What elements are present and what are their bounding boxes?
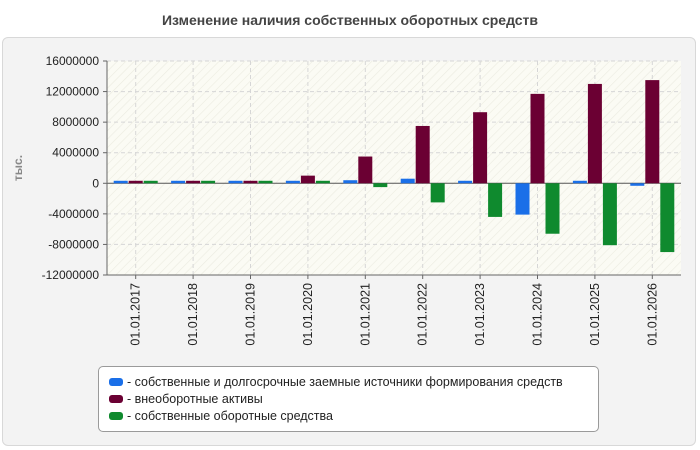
- bar: [572, 180, 587, 184]
- y-tick-label: -8000000: [48, 237, 99, 251]
- x-tick-label: 01.01.2026: [645, 283, 659, 346]
- bar: [128, 180, 143, 184]
- bar: [143, 180, 158, 184]
- bar: [545, 183, 560, 234]
- legend-swatch: [109, 411, 123, 420]
- legend-swatch: [109, 394, 123, 403]
- bar: [228, 180, 243, 184]
- bar: [430, 183, 445, 203]
- x-tick-label: 01.01.2019: [244, 283, 258, 346]
- bar: [300, 175, 315, 184]
- y-tick-label: 8000000: [52, 115, 99, 129]
- bar: [373, 183, 388, 188]
- x-tick-label: 01.01.2018: [186, 283, 200, 346]
- y-tick-label: 16000000: [46, 54, 100, 68]
- legend-item-noncurrent-assets: - внеоборотные активы: [109, 390, 588, 407]
- chart-title: Изменение наличия собственных оборотных …: [161, 12, 539, 28]
- bar: [630, 183, 645, 186]
- x-tick-label: 01.01.2017: [129, 283, 143, 346]
- bar: [458, 180, 473, 184]
- legend-item-own-working-capital: - собственные оборотные средства: [109, 407, 588, 424]
- x-tick-label: 01.01.2020: [301, 283, 315, 346]
- bar: [415, 125, 430, 184]
- x-tick-label: 01.01.2022: [416, 283, 430, 346]
- x-tick-label: 01.01.2024: [531, 283, 545, 346]
- legend-label: - собственные и долгосрочные заемные ист…: [127, 374, 563, 389]
- y-tick-label: -4000000: [48, 207, 99, 221]
- chart-legend: - собственные и долгосрочные заемные ист…: [98, 366, 599, 432]
- y-tick-label: 4000000: [52, 146, 99, 160]
- bar: [645, 80, 660, 184]
- x-tick-label: 01.01.2023: [473, 283, 487, 346]
- legend-item-own-and-longterm-sources: - собственные и долгосрочные заемные ист…: [109, 373, 588, 390]
- legend-label: - внеоборотные активы: [127, 391, 263, 406]
- bar: [343, 180, 358, 184]
- bar: [587, 83, 602, 184]
- y-tick-label: -12000000: [42, 268, 100, 282]
- bar: [113, 180, 128, 184]
- y-tick-label: 0: [92, 176, 99, 190]
- bar: [243, 180, 258, 184]
- bar: [660, 183, 675, 253]
- x-tick-label: 01.01.2021: [358, 283, 372, 346]
- x-tick-label: 01.01.2025: [588, 283, 602, 346]
- bar: [515, 183, 530, 215]
- bar: [400, 178, 415, 184]
- bar: [285, 180, 300, 184]
- bar: [488, 183, 503, 217]
- y-axis-label: тыс.: [11, 155, 25, 181]
- bar: [530, 93, 545, 184]
- bar: [186, 180, 201, 184]
- bar: [201, 180, 216, 184]
- bar: [171, 180, 186, 184]
- plot-hatching: [107, 61, 681, 275]
- bar: [602, 183, 617, 246]
- legend-swatch: [109, 377, 123, 386]
- y-tick-label: 12000000: [46, 85, 100, 99]
- bar: [473, 112, 488, 184]
- bar: [258, 180, 273, 184]
- bar: [358, 156, 373, 184]
- bar: [315, 180, 330, 184]
- legend-label: - собственные оборотные средства: [127, 408, 333, 423]
